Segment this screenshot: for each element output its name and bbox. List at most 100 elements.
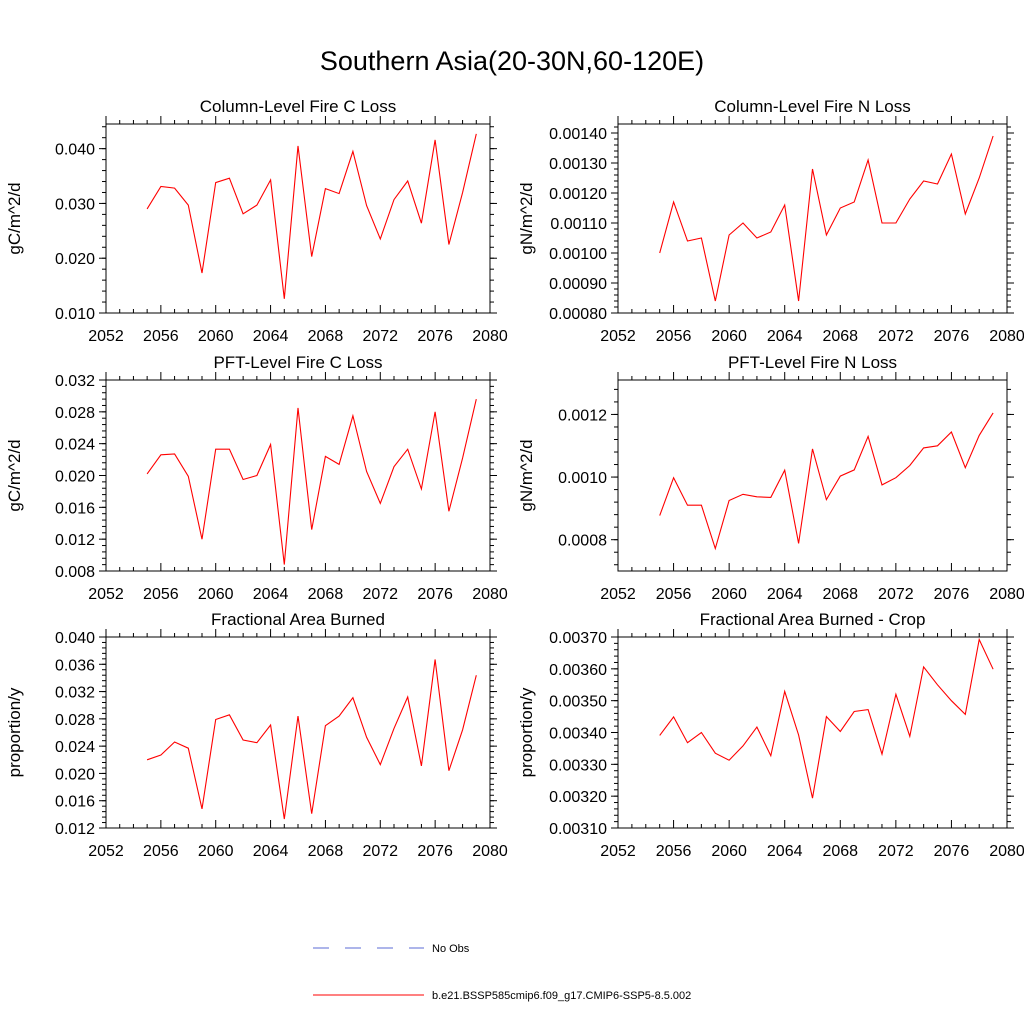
plot-3-ytick-label: 0.012 xyxy=(55,532,95,549)
plot-1-xtick-label: 2064 xyxy=(253,328,289,345)
legend-obs-label: No Obs xyxy=(432,943,470,955)
plot-2-title: Column-Level Fire N Loss xyxy=(714,97,911,116)
plot-1-xtick-label: 2072 xyxy=(362,328,398,345)
plot-1-xtick-label: 2060 xyxy=(198,328,234,345)
plot-1-frame xyxy=(105,123,491,314)
plot-3-ytick-label: 0.024 xyxy=(55,437,95,454)
plot-2-xtick-label: 2056 xyxy=(656,328,692,345)
plot-6-ytick-label: 0.00340 xyxy=(549,726,607,743)
plot-2-ytick-label: 0.00090 xyxy=(549,276,607,293)
plot-5-title: Fractional Area Burned xyxy=(211,610,385,629)
plot-5-ytick-label: 0.040 xyxy=(55,630,95,647)
plot-3-ytick-label: 0.016 xyxy=(55,500,95,517)
plot-3-ytick-label: 0.032 xyxy=(55,373,95,390)
plot-2-ytick-label: 0.00140 xyxy=(549,126,607,143)
plot-6-ylabel: proportion/y xyxy=(517,687,536,777)
plot-2-xtick-label: 2060 xyxy=(711,328,747,345)
plot-2-xtick-label: 2080 xyxy=(989,328,1024,345)
plot-1-ytick-label: 0.010 xyxy=(55,306,95,323)
plot-4-xtick-label: 2076 xyxy=(934,586,970,603)
plot-5-series-line xyxy=(146,659,477,820)
plot-6-xtick-label: 2080 xyxy=(989,843,1024,860)
plot-1-xtick-label: 2076 xyxy=(417,328,453,345)
plot-3-title: PFT-Level Fire C Loss xyxy=(213,353,382,372)
plot-6-ytick-label: 0.00310 xyxy=(549,821,607,838)
figure-title: Southern Asia(20-30N,60-120E) xyxy=(319,46,705,76)
plot-4-ytick-label: 0.0010 xyxy=(558,470,607,487)
plot-2-ytick-label: 0.00100 xyxy=(549,246,607,263)
plot-1-series-line xyxy=(146,133,477,299)
plot-1-ytick-label: 0.020 xyxy=(55,251,95,268)
plot-3-ytick-label: 0.028 xyxy=(55,405,95,422)
plot-4-xtick-label: 2072 xyxy=(878,586,914,603)
plot-3-xtick-label: 2068 xyxy=(308,586,344,603)
plot-6-xtick-label: 2068 xyxy=(822,843,858,860)
plot-5-xtick-label: 2052 xyxy=(88,843,124,860)
plot-6-xtick-label: 2072 xyxy=(878,843,914,860)
plot-2-xtick-label: 2064 xyxy=(767,328,803,345)
plot-4-xtick-label: 2056 xyxy=(656,586,692,603)
plot-2-ytick-label: 0.00080 xyxy=(549,306,607,323)
plot-1-xtick-label: 2052 xyxy=(88,328,124,345)
plot-2-xtick-label: 2072 xyxy=(878,328,914,345)
plot-4-ytick-label: 0.0008 xyxy=(558,533,607,550)
plot-5-frame xyxy=(105,636,491,829)
plot-5-ytick-label: 0.032 xyxy=(55,685,95,702)
plot-6-xtick-label: 2064 xyxy=(767,843,803,860)
plot-3-series-line xyxy=(146,398,477,565)
plot-3-ytick-label: 0.008 xyxy=(55,564,95,581)
plot-2-xtick-label: 2068 xyxy=(822,328,858,345)
legend-model-label: b.e21.BSSP585cmip6.f09_g17.CMIP6-SSP5-8.… xyxy=(432,990,691,1002)
plot-3-ylabel: gC/m^2/d xyxy=(5,439,24,511)
plot-6-xtick-label: 2076 xyxy=(934,843,970,860)
plot-5-ytick-label: 0.024 xyxy=(55,739,95,756)
plot-4-xtick-label: 2080 xyxy=(989,586,1024,603)
plot-3-xtick-label: 2052 xyxy=(88,586,124,603)
plot-2-xtick-label: 2052 xyxy=(600,328,636,345)
plot-3-xtick-label: 2056 xyxy=(143,586,179,603)
plot-4-title: PFT-Level Fire N Loss xyxy=(728,353,897,372)
plot-3-xtick-label: 2072 xyxy=(362,586,398,603)
plot-5-xtick-label: 2056 xyxy=(143,843,179,860)
plot-6-xtick-label: 2056 xyxy=(656,843,692,860)
plot-6-xtick-label: 2060 xyxy=(711,843,747,860)
plot-1-xtick-label: 2068 xyxy=(308,328,344,345)
plot-5-xtick-label: 2072 xyxy=(362,843,398,860)
plot-1-ylabel: gC/m^2/d xyxy=(5,182,24,254)
plot-2-xtick-label: 2076 xyxy=(934,328,970,345)
plot-6-title: Fractional Area Burned - Crop xyxy=(700,610,926,629)
plot-6-ytick-label: 0.00320 xyxy=(549,789,607,806)
plot-5-ytick-label: 0.016 xyxy=(55,794,95,811)
plot-4-xtick-label: 2064 xyxy=(767,586,803,603)
plot-2-ylabel: gN/m^2/d xyxy=(517,182,536,254)
plot-5-xtick-label: 2060 xyxy=(198,843,234,860)
plot-5-ylabel: proportion/y xyxy=(5,687,24,777)
plot-4-ylabel: gN/m^2/d xyxy=(517,439,536,511)
plot-5-ytick-label: 0.028 xyxy=(55,712,95,729)
plot-6-xtick-label: 2052 xyxy=(600,843,636,860)
plot-5-xtick-label: 2068 xyxy=(308,843,344,860)
plot-6-frame xyxy=(617,636,1008,829)
plot-5-ytick-label: 0.020 xyxy=(55,766,95,783)
plot-5-ytick-label: 0.036 xyxy=(55,657,95,674)
plot-2-ytick-label: 0.00130 xyxy=(549,156,607,173)
plot-1-xtick-label: 2056 xyxy=(143,328,179,345)
plot-1-xtick-label: 2080 xyxy=(472,328,508,345)
plot-5-xtick-label: 2064 xyxy=(253,843,289,860)
plot-6-ytick-label: 0.00330 xyxy=(549,757,607,774)
plot-4-frame xyxy=(617,379,1008,572)
plot-3-xtick-label: 2064 xyxy=(253,586,289,603)
plot-2-series-line xyxy=(659,135,994,302)
plot-5-xtick-label: 2080 xyxy=(472,843,508,860)
plot-4-series-line xyxy=(659,412,994,551)
plot-2-ytick-label: 0.00120 xyxy=(549,186,607,203)
plot-4-ytick-label: 0.0012 xyxy=(558,407,607,424)
plot-1-ytick-label: 0.040 xyxy=(55,142,95,159)
plot-3-xtick-label: 2080 xyxy=(472,586,508,603)
plot-6-ytick-label: 0.00370 xyxy=(549,630,607,647)
plot-2-frame xyxy=(617,123,1008,314)
plot-2-ytick-label: 0.00110 xyxy=(550,216,607,233)
plot-3-ytick-label: 0.020 xyxy=(55,469,95,486)
